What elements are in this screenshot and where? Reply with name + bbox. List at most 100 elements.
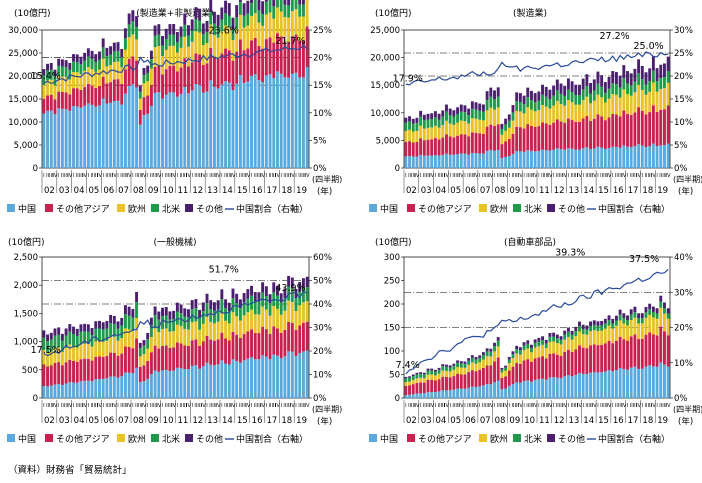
bar-china: [611, 147, 614, 168]
bar-europe: [493, 351, 496, 361]
bar-china: [298, 353, 301, 398]
share-annotation: 17.9%: [393, 74, 423, 85]
bar-europe: [560, 344, 563, 355]
bar-other: [652, 307, 655, 312]
bar-china: [180, 94, 183, 168]
legend-label: その他アジア: [56, 203, 110, 215]
bar-china: [194, 84, 197, 168]
bar-other: [482, 352, 485, 355]
bar-china: [94, 379, 97, 398]
bar-north_america: [667, 71, 670, 83]
bar-other_asia: [556, 355, 559, 378]
bar-china: [604, 149, 607, 168]
bar-north_america: [287, 5, 290, 17]
bar-north_america: [180, 37, 183, 48]
bar-china: [589, 149, 592, 168]
quarter-mark: I: [102, 173, 103, 179]
bar-north_america: [471, 109, 474, 118]
bar-china: [150, 374, 153, 398]
bar-europe: [79, 344, 82, 359]
share-annotation: 37.5%: [629, 254, 659, 265]
legend-swatch-other_asia: [45, 204, 53, 212]
bar-other_asia: [434, 138, 437, 155]
share-annotation: 51.7%: [209, 265, 239, 276]
bar-other: [224, 1, 227, 14]
bar-other: [94, 54, 97, 62]
axis-note-year: (年): [317, 186, 332, 197]
bar-europe: [608, 99, 611, 118]
bar-other_asia: [87, 84, 90, 104]
year-label: 16: [613, 186, 624, 196]
bar-other: [593, 79, 596, 90]
bar-europe: [434, 375, 437, 380]
legend-label: その他: [558, 433, 585, 445]
bar-north_america: [523, 346, 526, 351]
bar-europe: [120, 338, 123, 354]
bar-europe: [423, 129, 426, 141]
quarter-mark: I: [295, 173, 296, 179]
bar-other: [161, 36, 164, 46]
bar-china: [213, 87, 216, 168]
left-tick-label: 10,000: [370, 109, 400, 119]
left-tick-label: 200: [384, 300, 400, 310]
bar-europe: [220, 313, 223, 333]
bar-north_america: [124, 314, 127, 328]
bar-china: [560, 149, 563, 168]
bar-europe: [257, 314, 260, 333]
bar-europe: [578, 331, 581, 345]
bar-other: [280, 293, 283, 302]
bar-china: [239, 363, 242, 398]
bar-other_asia: [224, 49, 227, 82]
bar-china: [430, 155, 433, 168]
bar-north_america: [257, 10, 260, 22]
bar-europe: [412, 132, 415, 143]
bar-other: [523, 96, 526, 105]
bar-other: [574, 85, 577, 95]
bar-north_america: [582, 329, 585, 334]
bar-other: [560, 336, 563, 340]
bar-other: [172, 311, 175, 319]
bar-china: [261, 355, 264, 398]
year-label: 16: [252, 416, 263, 426]
bar-other: [161, 308, 164, 316]
bar-china: [232, 90, 235, 168]
bar-other_asia: [545, 123, 548, 150]
bar-other_asia: [441, 138, 444, 155]
bar-other_asia: [83, 359, 86, 381]
bar-other_asia: [552, 353, 555, 377]
bar-china: [120, 376, 123, 398]
bar-europe: [452, 370, 455, 376]
bar-europe: [213, 35, 216, 57]
bar-china: [641, 369, 644, 398]
bar-other: [552, 333, 555, 337]
bar-other_asia: [183, 345, 186, 369]
bar-europe: [456, 123, 459, 136]
quarter-mark: I: [449, 403, 450, 409]
bar-other_asia: [574, 349, 577, 375]
bar-china: [593, 372, 596, 398]
bar-other: [489, 349, 492, 352]
bar-china: [482, 385, 485, 398]
axis-note-quarter: (四半期): [312, 174, 342, 184]
right-tick-label: 20%: [674, 324, 693, 334]
left-tick-label: 1,500: [14, 309, 38, 319]
bar-north_america: [243, 16, 246, 28]
bar-china: [667, 367, 670, 398]
bar-china: [523, 152, 526, 168]
bar-china: [124, 94, 127, 168]
bar-europe: [648, 92, 651, 112]
year-label: 12: [192, 416, 203, 426]
bar-other: [441, 364, 444, 366]
bar-other_asia: [449, 136, 452, 154]
bar-europe: [217, 322, 220, 340]
legend-swatch-other_asia: [407, 204, 415, 212]
bar-other: [46, 64, 49, 71]
bar-china: [641, 146, 644, 168]
bar-north_america: [637, 73, 640, 85]
bar-north_america: [648, 81, 651, 92]
bar-china: [124, 373, 127, 398]
bar-china: [257, 359, 260, 398]
bar-china: [467, 388, 470, 398]
year-label: 03: [59, 416, 70, 426]
quarter-mark: I: [177, 173, 178, 179]
